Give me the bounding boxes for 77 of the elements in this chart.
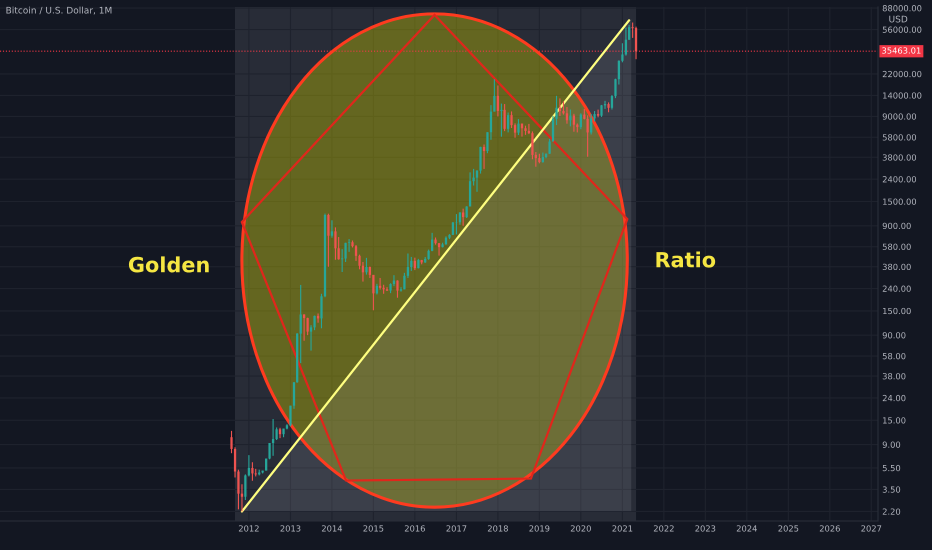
y-tick-label: 3.50 <box>882 486 900 493</box>
y-tick-label: 2400.00 <box>882 176 916 182</box>
candlestick <box>624 27 628 56</box>
x-tick-label: 2020 <box>570 525 591 532</box>
candlestick <box>607 102 610 113</box>
candlestick <box>406 252 410 279</box>
x-tick-label: 2023 <box>695 525 716 532</box>
candlestick <box>538 153 540 164</box>
candlestick <box>462 208 464 226</box>
y-tick-label: 150.00 <box>883 308 911 314</box>
x-tick-label: 2026 <box>820 525 840 532</box>
y-tick-label: 5.50 <box>882 464 900 472</box>
x-tick-label: 2022 <box>654 525 674 532</box>
candlestick <box>558 98 562 117</box>
x-tick-label: 2024 <box>736 525 757 532</box>
y-tick-label: 9000.00 <box>882 113 916 120</box>
candlestick <box>382 284 385 294</box>
y-tick-label: 240.00 <box>882 286 911 292</box>
candlestick <box>506 112 510 133</box>
y-tick-label: 9.00 <box>882 442 900 448</box>
y-axis-title: USD <box>889 16 908 22</box>
candlestick <box>258 469 260 476</box>
y-tick-label: 58.00 <box>882 353 906 360</box>
candlestick <box>520 122 524 138</box>
ref-line-label: 35463.01 <box>882 47 921 54</box>
candlestick <box>542 152 544 164</box>
candlestick <box>368 266 372 279</box>
candlestick <box>414 257 416 271</box>
candlestick <box>244 474 247 501</box>
candlestick <box>466 206 468 219</box>
y-tick-label: 56000.00 <box>882 26 922 33</box>
candlestick <box>569 108 572 127</box>
x-tick-label: 2014 <box>322 525 342 532</box>
y-tick-label: 900.00 <box>882 222 911 230</box>
y-tick-label: 580.00 <box>882 244 911 250</box>
x-tick-label: 2012 <box>238 525 259 532</box>
candlestick <box>562 100 565 116</box>
y-tick-label: 5800.00 <box>882 134 916 141</box>
candlestick <box>580 112 582 130</box>
chart-title: Bitcoin / U.S. Dollar, 1M <box>6 6 112 15</box>
x-tick-label: 2027 <box>861 525 882 532</box>
candlestick <box>417 258 420 270</box>
candlestick <box>555 95 558 126</box>
candlestick <box>354 244 358 262</box>
candlestick <box>362 261 364 282</box>
candlestick <box>306 317 309 336</box>
y-tick-label: 3800.00 <box>882 154 916 161</box>
y-tick-label: 15.00 <box>883 417 906 424</box>
candlestick <box>378 277 382 290</box>
x-tick-label: 2016 <box>404 525 425 532</box>
y-tick-label: 24.00 <box>882 394 906 402</box>
x-tick-label: 2017 <box>446 525 466 532</box>
y-tick-label: 2.20 <box>882 508 900 515</box>
candlestick <box>430 232 434 252</box>
candlestick <box>230 430 233 454</box>
y-tick-label: 90.00 <box>882 332 906 338</box>
x-tick-label: 2015 <box>363 525 384 532</box>
y-tick-label: 22000.00 <box>882 70 922 78</box>
candlestick <box>621 42 624 63</box>
x-tick-label: 2025 <box>778 525 798 532</box>
x-tick-label: 2021 <box>612 525 632 532</box>
candlestick <box>289 405 292 427</box>
y-tick-label: 380.00 <box>882 264 911 270</box>
annotation: Ratio <box>656 251 716 268</box>
candlestick <box>265 458 268 472</box>
candlestick <box>610 94 614 110</box>
candlestick <box>455 214 458 235</box>
candlestick <box>365 257 368 276</box>
candlestick <box>590 113 592 136</box>
x-tick-label: 2018 <box>488 525 508 532</box>
annotation: Golden <box>128 256 209 273</box>
x-tick-label: 2019 <box>529 525 550 532</box>
y-tick-label: 88000.00 <box>882 5 922 12</box>
x-tick-label: 2013 <box>280 525 300 532</box>
y-tick-label: 14000.00 <box>883 92 922 99</box>
y-tick-label: 38.00 <box>882 373 906 380</box>
y-tick-label: 1500.00 <box>883 198 916 205</box>
